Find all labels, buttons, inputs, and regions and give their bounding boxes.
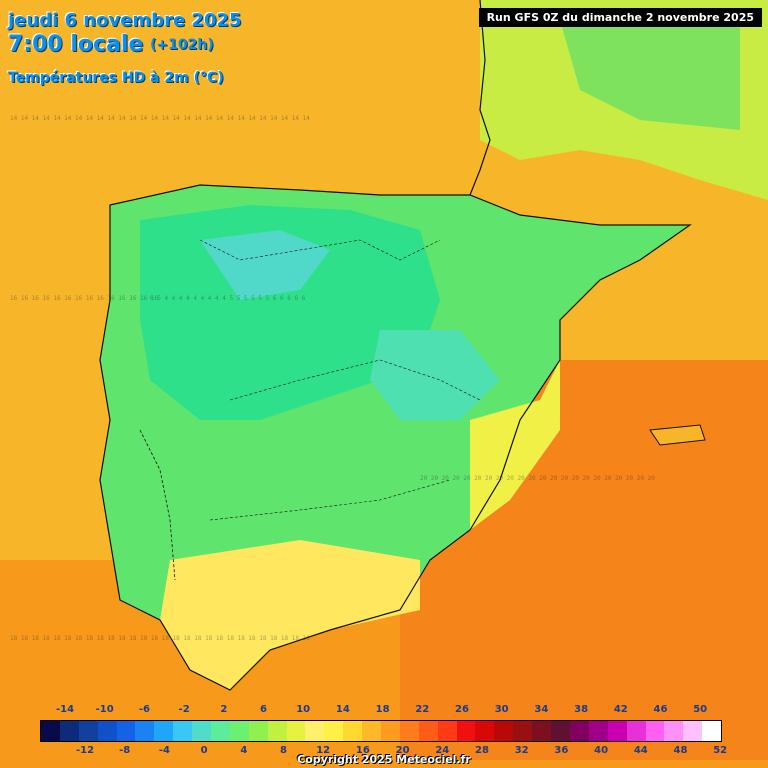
legend-tick-label: 30 [494, 704, 509, 715]
legend-swatch [683, 721, 703, 741]
legend-tick-label: 40 [594, 745, 609, 756]
legend-swatch [664, 721, 684, 741]
legend-tick-label: 4 [240, 745, 248, 756]
legend-swatch [626, 721, 646, 741]
legend-tick-label: 22 [415, 704, 430, 715]
legend-tick-label: 10 [296, 704, 311, 715]
legend-swatch [456, 721, 476, 741]
legend-swatch [192, 721, 212, 741]
legend-swatch [229, 721, 249, 741]
legend-swatch [418, 721, 438, 741]
legend-swatch [286, 721, 306, 741]
lead-time: (+102h) [150, 37, 214, 53]
legend-swatch [211, 721, 230, 741]
legend-swatch [513, 721, 533, 741]
legend-tick-label: 42 [613, 704, 628, 715]
legend-swatch [267, 721, 287, 741]
run-info: Run GFS 0Z du dimanche 2 novembre 2025 [478, 8, 762, 27]
legend-swatch [362, 721, 382, 741]
legend-tick-label: -8 [119, 745, 131, 756]
legend-swatch [173, 721, 193, 741]
legend-swatch [381, 721, 400, 741]
legend-tick-label: 20 [395, 745, 410, 756]
parameter-label: Températures HD à 2m (°C) [8, 70, 224, 86]
legend-tick-label: 18 [375, 704, 390, 715]
legend-swatch [437, 721, 457, 741]
legend-tick-label: 38 [574, 704, 589, 715]
legend-swatch [78, 721, 98, 741]
legend-tick-label: -12 [75, 745, 95, 756]
legend-tick-label: 36 [554, 745, 569, 756]
svg-text:6 5 4 4 4 4 4 4 4 4 4 5 5 5 5: 6 5 4 4 4 4 4 4 4 4 4 5 5 5 5 5 5 6 6 6 … [150, 295, 306, 302]
legend-swatch [59, 721, 79, 741]
legend-swatch [248, 721, 268, 741]
legend-swatch [305, 721, 325, 741]
legend-tick-label: -10 [95, 704, 114, 715]
legend-swatch [645, 721, 665, 741]
legend-swatch [97, 721, 117, 741]
legend-swatch [324, 721, 344, 741]
svg-text:20 20 20 20 20 20 20 20 20 20: 20 20 20 20 20 20 20 20 20 20 20 20 20 2… [420, 475, 655, 482]
legend-swatch [41, 721, 60, 741]
legend-swatch [343, 721, 363, 741]
legend-tick-label: 14 [335, 704, 350, 715]
legend-swatch [532, 721, 552, 741]
legend-swatch [475, 721, 495, 741]
legend-swatch [116, 721, 136, 741]
legend-tick-label: 26 [455, 704, 469, 715]
svg-text:14 14 14 14 14 14 14 14 14 14: 14 14 14 14 14 14 14 14 14 14 14 14 14 1… [10, 115, 310, 122]
legend-tick-label: -14 [55, 704, 75, 715]
legend-swatch [154, 721, 174, 741]
legend-tick-label: 50 [693, 704, 708, 715]
legend-tick-label: -4 [158, 745, 170, 756]
forecast-date: jeudi 6 novembre 2025 [8, 10, 242, 31]
legend-tick-label: 28 [475, 745, 489, 756]
legend-swatch [588, 721, 608, 741]
legend-tick-label: 2 [220, 704, 228, 715]
forecast-time: 7:00 locale [8, 32, 144, 57]
copyright: Copyright 2025 Meteociel.fr [297, 753, 471, 766]
legend-tick-label: -6 [138, 704, 150, 715]
legend-swatch [135, 721, 155, 741]
legend-tick-label: 24 [435, 745, 450, 756]
legend-swatch [702, 721, 722, 741]
legend-tick-label: 16 [355, 745, 370, 756]
legend-tick-label: 44 [633, 745, 648, 756]
svg-text:16 16 16 16 16 16 16 16 16 16: 16 16 16 16 16 16 16 16 16 16 16 16 16 1… [10, 295, 158, 302]
color-legend [40, 720, 722, 742]
legend-swatch [569, 721, 589, 741]
legend-tick-label: 46 [653, 704, 668, 715]
legend-tick-label: -2 [178, 704, 190, 715]
legend-tick-label: 0 [200, 745, 208, 756]
legend-tick-label: 6 [260, 704, 267, 715]
legend-tick-label: 32 [514, 745, 529, 756]
legend-tick-label: 8 [280, 745, 287, 756]
legend-swatch [607, 721, 627, 741]
legend-tick-label: 12 [316, 745, 331, 756]
legend-swatch [399, 721, 419, 741]
legend-swatch [551, 721, 570, 741]
legend-tick-label: 34 [534, 704, 549, 715]
legend-swatch [494, 721, 514, 741]
legend-tick-label: 52 [713, 745, 728, 756]
svg-text:18 18 18 18 18 18 18 18 18 18: 18 18 18 18 18 18 18 18 18 18 18 18 18 1… [10, 635, 310, 642]
legend-tick-label: 48 [673, 745, 688, 756]
